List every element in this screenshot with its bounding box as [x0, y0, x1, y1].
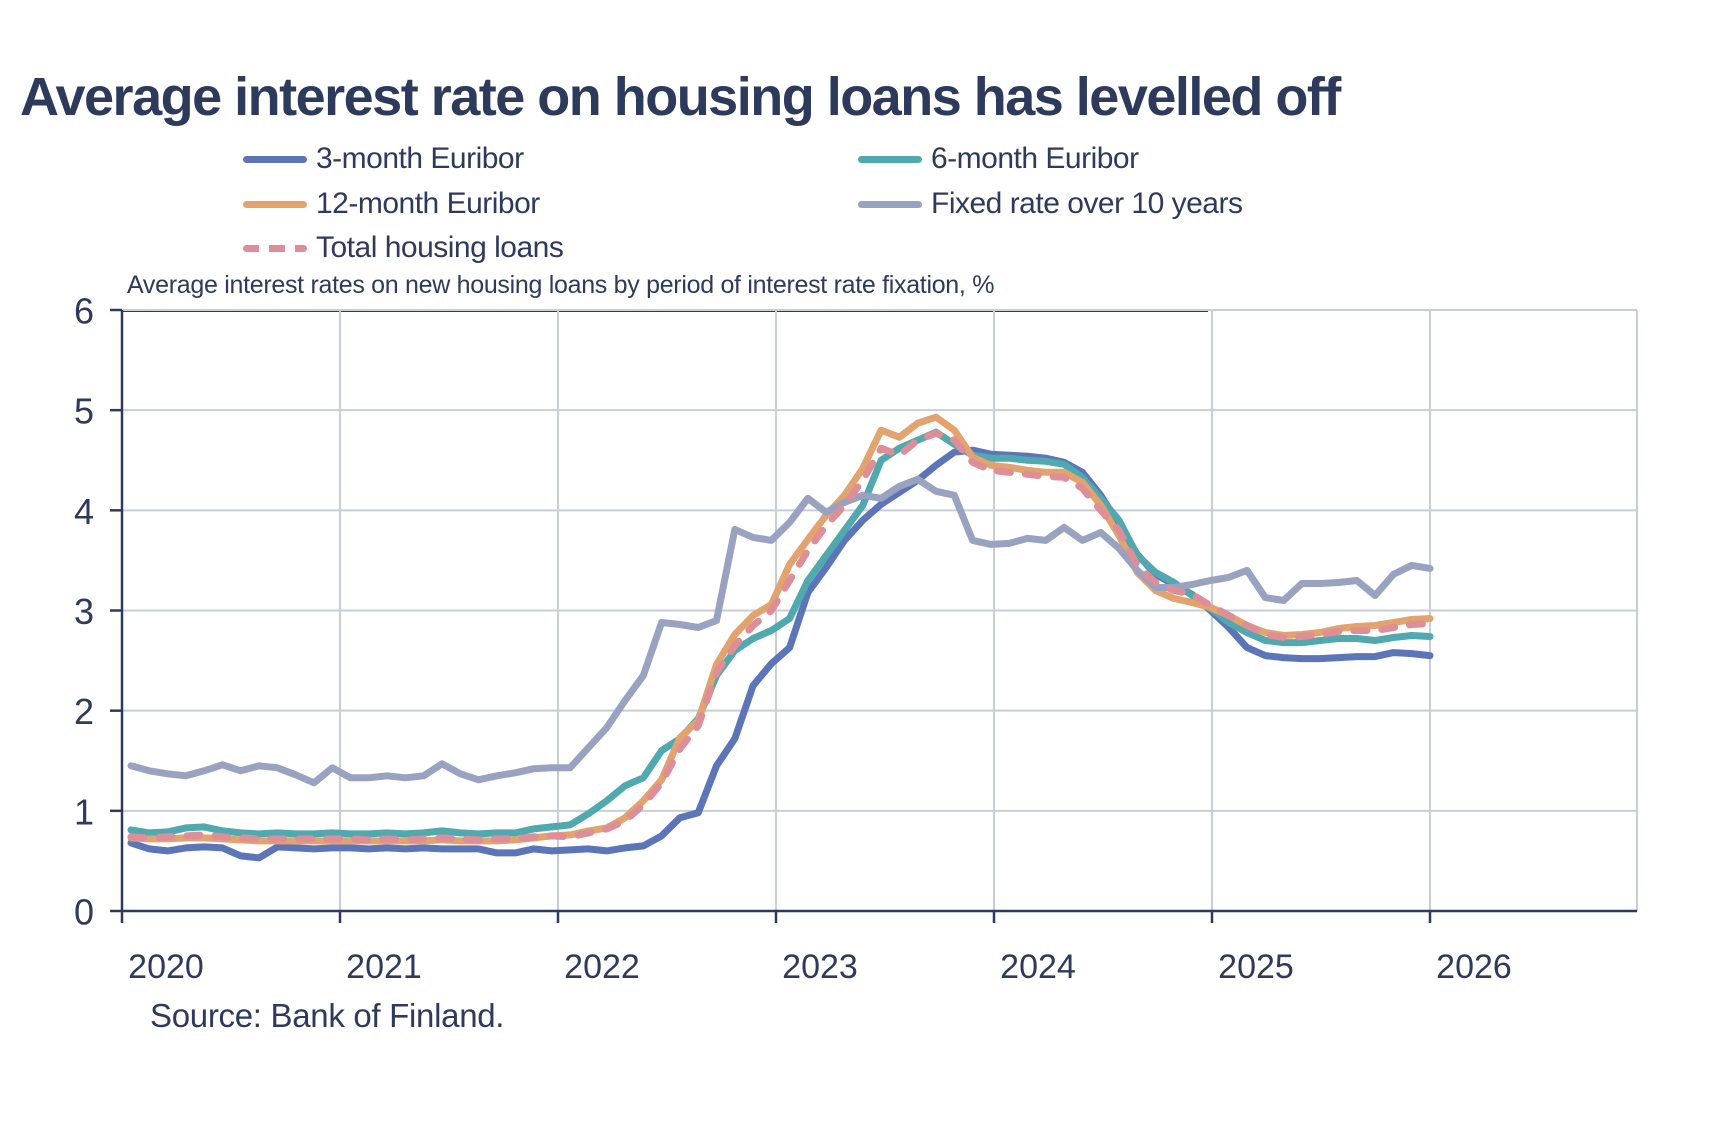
legend-label: 6-month Euribor — [931, 142, 1139, 175]
y-tick-label-0: 0 — [74, 892, 94, 933]
x-tick-label-2023: 2023 — [782, 948, 858, 986]
series-12-month-euribor — [127, 413, 1434, 845]
legend-label: 3-month Euribor — [316, 142, 524, 175]
legend-swatch-6-month — [858, 155, 922, 163]
y-tick-label-5: 5 — [74, 391, 94, 432]
legend-swatch-12-month — [243, 200, 307, 208]
y-tick-label-4: 4 — [74, 491, 94, 532]
legend-item-total-housing-loans: Total housing loans — [243, 230, 564, 266]
legend-swatch-total-housing-loans — [243, 244, 307, 252]
x-tick-label-2020: 2020 — [128, 948, 204, 986]
x-tick-label-2025: 2025 — [1218, 948, 1294, 986]
legend-item-12-month-euribor: 12-month Euribor — [243, 186, 540, 222]
y-tick-label-6: 6 — [74, 291, 94, 332]
legend-label: 12-month Euribor — [316, 187, 540, 220]
x-tick-label-2021: 2021 — [346, 948, 422, 986]
source-note: Source: Bank of Finland. — [150, 997, 505, 1034]
page-title: Average interest rate on housing loans h… — [20, 67, 1341, 128]
series-3-month-euribor — [127, 446, 1434, 862]
x-tick-label-2024: 2024 — [1000, 948, 1076, 986]
legend-item-fixed-rate: Fixed rate over 10 years — [858, 186, 1243, 222]
y-tick-label-3: 3 — [74, 591, 94, 632]
legend-item-3-month-euribor: 3-month Euribor — [243, 141, 524, 177]
series-fixed-rate-over-10-years — [127, 475, 1434, 787]
legend-swatch-3-month — [243, 155, 307, 163]
y-tick-label-1: 1 — [74, 791, 94, 832]
x-tick-label-2026: 2026 — [1436, 948, 1512, 986]
legend-swatch-fixed-rate — [858, 200, 922, 208]
chart-subtitle: Average interest rates on new housing lo… — [127, 271, 995, 299]
y-tick-label-2: 2 — [74, 691, 94, 732]
legend-label: Fixed rate over 10 years — [931, 187, 1243, 220]
x-tick-label-2022: 2022 — [564, 948, 640, 986]
legend-label: Total housing loans — [316, 231, 564, 264]
legend-item-6-month-euribor: 6-month Euribor — [858, 141, 1139, 177]
